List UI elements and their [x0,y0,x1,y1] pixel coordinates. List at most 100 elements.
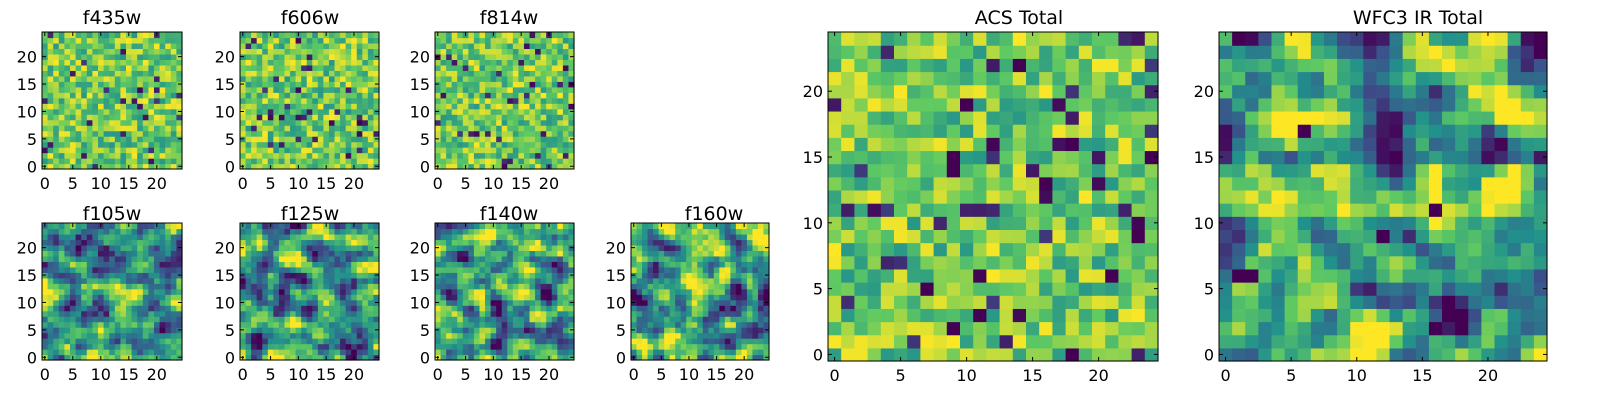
heatmap-cell [468,75,475,82]
heatmap-cell [746,305,754,312]
heatmap-cell [98,92,105,99]
heatmap-cell [468,272,475,279]
heatmap-cell [691,354,698,361]
heatmap-cell [295,288,302,295]
heatmap-cell [642,299,649,306]
heatmap-cell [479,125,486,132]
heatmap-cell [64,152,71,159]
heatmap-cell [312,255,319,262]
heatmap-cell [306,81,313,88]
heatmap-cell [496,158,503,165]
heatmap-cell [251,163,258,170]
heatmap-cell [512,288,519,295]
heatmap-cell [159,75,166,82]
heatmap-cell [81,92,88,99]
heatmap-cell [730,255,737,262]
heatmap-cell [126,53,133,60]
heatmap-cell [154,250,161,257]
heatmap-cell [867,203,882,217]
heatmap-cell [960,282,974,296]
heatmap-cell [479,288,486,295]
heatmap-cell [109,64,116,71]
heatmap-cell [103,59,110,66]
heatmap-cell [473,92,481,99]
heatmap-cell [81,327,88,334]
heatmap-cell [479,163,486,170]
heatmap-cell [53,343,60,350]
heatmap-cell [735,338,742,345]
heatmap-cell [691,228,698,235]
heatmap-cell [496,294,503,301]
heatmap-cell [351,277,358,284]
heatmap-cell [546,277,553,284]
heatmap-cell [131,81,138,88]
heatmap-cell [479,321,486,328]
heatmap-cell [176,125,183,132]
heatmap-cell [763,228,770,235]
heatmap-cell [735,228,742,235]
heatmap-cell [446,310,453,317]
heatmap-cell [373,119,380,126]
heatmap-cell [103,327,110,334]
heatmap-cell [42,294,49,301]
heatmap-cell [841,242,855,257]
heatmap-cell [933,347,948,362]
heatmap-cell [546,92,553,99]
y-tick-label: 10 [215,293,235,312]
heatmap-cell [642,272,649,279]
heatmap-cell [98,147,105,154]
heatmap-cell [435,37,442,44]
heatmap-cell [58,114,65,121]
heatmap-cell [351,75,358,82]
heatmap-cell [702,233,709,241]
heatmap-cell [53,75,60,82]
heatmap-cell [551,64,558,71]
heatmap-cell [109,261,116,268]
heatmap-cell [763,250,770,257]
heatmap-cell [501,343,508,350]
heatmap-cell [708,244,715,251]
heatmap-cell [58,163,65,170]
heatmap-cell [551,48,558,55]
heatmap-cell [240,316,247,323]
heatmap-cell [373,75,380,82]
heatmap-cell [518,250,525,257]
heatmap-cell [312,244,319,251]
heatmap-cell [501,250,508,257]
heatmap-cell [702,305,709,312]
heatmap-cell [120,37,127,44]
heatmap-cell [1078,203,1093,217]
heatmap-cell [58,152,65,159]
heatmap-cell [262,354,269,361]
heatmap-cell [142,75,149,82]
heatmap-cell [81,255,88,262]
heatmap-cell [64,32,71,39]
heatmap-cell [557,338,564,345]
heatmap-cell [479,86,486,93]
heatmap-cell [103,299,110,306]
heatmap-cell [724,228,731,235]
heatmap-cell [47,92,54,99]
heatmap-cell [323,332,330,339]
heatmap-cell [295,338,302,345]
heatmap-cell [301,338,308,345]
heatmap-cell [647,338,654,345]
heatmap-cell [256,163,263,170]
heatmap-cell [109,349,116,356]
heatmap-cell [373,228,380,235]
heatmap-cell [867,242,882,257]
heatmap-cell [440,92,447,99]
heatmap-cell [137,92,144,99]
heatmap-cell [137,338,144,345]
heatmap-cell [356,114,363,121]
heatmap-cell [109,141,116,148]
heatmap-cell [154,130,161,137]
heatmap-cell [479,92,486,99]
heatmap-cell [345,233,352,241]
heatmap-cell [658,272,665,279]
heatmap-cell [290,53,297,60]
heatmap-cell [131,114,138,121]
heatmap-cell [568,305,575,312]
heatmap-cell [159,103,166,110]
